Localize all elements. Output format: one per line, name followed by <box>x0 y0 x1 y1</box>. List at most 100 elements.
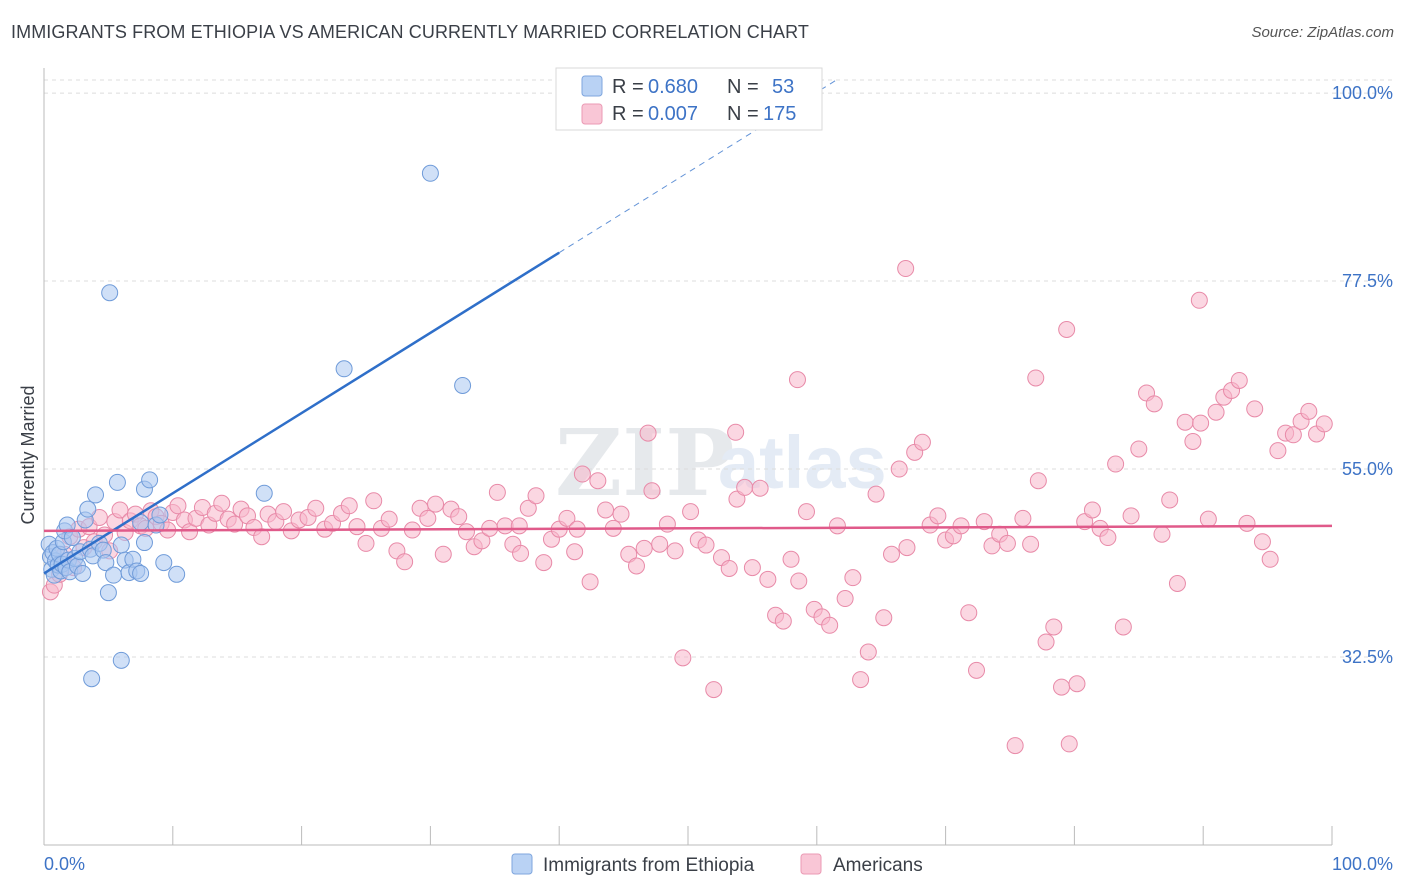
y-tick-labels: 32.5% 55.0% 77.5% 100.0% <box>1332 83 1393 667</box>
americans-point <box>512 544 530 562</box>
americans-point <box>635 539 653 557</box>
ethiopia-point <box>105 566 123 584</box>
americans-point <box>1161 491 1179 509</box>
americans-point <box>627 557 645 575</box>
americans-point <box>365 492 383 510</box>
americans-point <box>348 518 366 536</box>
americans-point <box>573 465 591 483</box>
americans-point <box>666 542 684 560</box>
watermark: ZIP atlas <box>555 409 887 517</box>
americans-point <box>836 590 854 608</box>
americans-point <box>1230 371 1248 389</box>
americans-point <box>1199 510 1217 528</box>
americans-point <box>788 371 806 389</box>
americans-point <box>1253 533 1271 551</box>
americans-point <box>897 260 915 278</box>
americans-point <box>1027 369 1045 387</box>
americans-point <box>612 505 630 523</box>
americans-point <box>1315 415 1333 433</box>
americans-point <box>450 508 468 526</box>
bottom-legend-swatch-ethiopia <box>511 853 533 875</box>
americans-point <box>535 554 553 572</box>
ethiopia-point <box>141 471 159 489</box>
americans-point <box>169 497 187 515</box>
legend-n-label-1: N = <box>727 76 759 98</box>
americans-point <box>697 536 715 554</box>
legend-n-label-2: N = <box>727 103 759 125</box>
americans-point <box>434 545 452 563</box>
americans-point <box>913 433 931 451</box>
americans-point <box>427 495 445 513</box>
y-tick-label: 77.5% <box>1342 271 1393 291</box>
ethiopia-point <box>97 554 115 572</box>
americans-point <box>1246 400 1264 418</box>
bottom-legend-label-ethiopia: Immigrants from Ethiopia <box>543 855 755 876</box>
americans-point <box>968 661 986 679</box>
ethiopia-point <box>112 536 130 554</box>
stats-legend: R = 0.680 N = 53 R = 0.007 N = 175 <box>555 67 823 131</box>
americans-point <box>1029 472 1047 490</box>
americans-point <box>419 509 437 527</box>
series-legend: Immigrants from Ethiopia Americans <box>511 853 923 876</box>
ethiopia-point <box>112 651 130 669</box>
trend-lines <box>43 80 1333 575</box>
watermark-zip: ZIP <box>555 409 734 517</box>
legend-swatch-ethiopia <box>581 75 603 97</box>
ethiopia-point <box>74 564 92 582</box>
americans-point <box>960 604 978 622</box>
americans-point <box>1261 550 1279 568</box>
ethiopia-point <box>99 584 117 602</box>
ethiopia-points <box>40 164 472 688</box>
ethiopia-point <box>79 500 97 518</box>
americans-point <box>396 553 414 571</box>
americans-point <box>111 501 129 519</box>
americans-point <box>774 612 792 630</box>
americans-point <box>1190 291 1208 309</box>
americans-point <box>728 490 746 508</box>
americans-point <box>975 513 993 531</box>
americans-point <box>1130 440 1148 458</box>
ethiopia-point <box>135 534 153 552</box>
bottom-legend-swatch-americans <box>800 853 822 875</box>
ethiopia-point <box>83 670 101 688</box>
legend-r-value-1: 0.680 <box>648 76 698 98</box>
americans-point <box>651 535 669 553</box>
americans-point <box>581 573 599 591</box>
americans-point <box>929 507 947 525</box>
americans-point <box>1053 678 1071 696</box>
ethiopia-trend-line <box>43 251 560 575</box>
legend-r-value-2: 0.007 <box>648 103 698 125</box>
americans-point <box>589 472 607 490</box>
americans-point <box>883 545 901 563</box>
y-tick-label: 32.5% <box>1342 647 1393 667</box>
americans-point <box>620 545 638 563</box>
americans-point <box>1058 321 1076 339</box>
legend-n-value-1: 53 <box>772 76 794 98</box>
americans-trend-line <box>43 524 1333 533</box>
ethiopia-point <box>155 554 173 572</box>
americans-point <box>743 559 761 577</box>
source-label: Source: ZipAtlas.com <box>1251 24 1394 41</box>
ethiopia-point <box>132 564 150 582</box>
americans-point <box>1145 395 1163 413</box>
americans-point <box>380 510 398 528</box>
americans-point <box>643 482 661 500</box>
ethiopia-point <box>87 486 105 504</box>
americans-point <box>1300 402 1318 420</box>
americans-point <box>674 649 692 667</box>
ethiopia-point <box>108 473 126 491</box>
americans-point <box>1168 574 1186 592</box>
y-tick-label: 55.0% <box>1342 459 1393 479</box>
americans-point <box>457 523 475 541</box>
americans-point <box>275 503 293 521</box>
americans-point <box>473 532 491 550</box>
americans-point <box>682 503 700 521</box>
y-axis-label: Currently Married <box>18 385 38 524</box>
americans-point <box>759 570 777 588</box>
americans-point <box>1207 403 1225 421</box>
americans-point <box>1006 737 1024 755</box>
americans-point <box>727 423 745 441</box>
americans-point <box>519 499 537 517</box>
americans-point <box>736 478 754 496</box>
